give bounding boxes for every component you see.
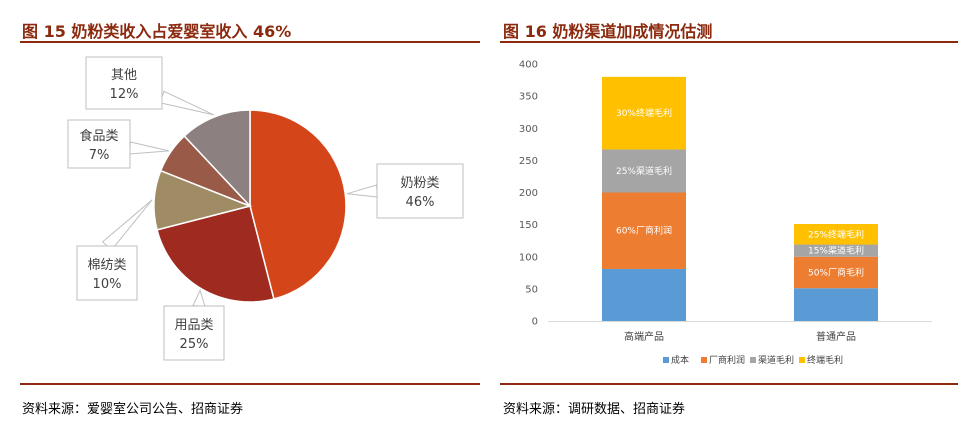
callout-pointer-2 <box>192 289 206 307</box>
legend-label: 厂商利润 <box>709 354 745 366</box>
bar-segment-label: 50%厂商毛利 <box>808 266 864 278</box>
legend-swatch-1 <box>663 357 669 363</box>
pie-pct-label: 7% <box>89 148 110 163</box>
y-tick-label: 200 <box>519 188 538 199</box>
pie-label: 其他 <box>111 68 137 83</box>
bar-segment-1-1 <box>602 268 686 321</box>
pie-label: 棉纺类 <box>87 258 126 273</box>
x-category-label: 高端产品 <box>624 330 664 343</box>
pie-pct-label: 12% <box>110 87 139 102</box>
pie-label: 奶粉类 <box>400 176 439 191</box>
bar-segment-2-2 <box>794 256 878 289</box>
y-tick-label: 0 <box>532 317 538 328</box>
legend-swatch-2 <box>701 357 707 363</box>
callout-box-3 <box>76 245 138 301</box>
bar-segment-label: 25%渠道毛利 <box>616 165 672 177</box>
left-title-rule <box>20 41 480 43</box>
callout-box-5 <box>85 56 163 110</box>
bar-segment-2-3 <box>794 244 878 257</box>
y-tick-label: 50 <box>525 284 538 295</box>
right-source-note: 资料来源：调研数据、招商证券 <box>503 402 686 417</box>
bar-segment-label: 15%渠道毛利 <box>808 245 864 257</box>
right-title-rule <box>500 41 958 43</box>
bar-segment-label: 30%终端毛利 <box>616 107 672 119</box>
pie-pct-label: 10% <box>93 277 122 292</box>
callout-pointer-1 <box>347 184 379 198</box>
right-figure-title: 图 16 奶粉渠道加成情况估测 <box>503 22 713 41</box>
y-tick-label: 150 <box>519 220 538 231</box>
pie-label: 用品类 <box>174 318 213 333</box>
callout-pointer-3 <box>101 199 153 251</box>
left-figure-title: 图 15 奶粉类收入占爱婴室收入 46% <box>22 22 292 41</box>
right-source-rule <box>500 383 958 385</box>
bar-segment-2-1 <box>794 288 878 321</box>
y-tick-label: 250 <box>519 156 538 167</box>
pie-slice-5 <box>183 109 251 208</box>
callout-pointer-4 <box>129 141 170 155</box>
left-source-note: 资料来源：爱婴室公司公告、招商证券 <box>22 402 244 417</box>
legend-label: 终端毛利 <box>807 354 843 366</box>
pie-label: 食品类 <box>79 128 118 144</box>
bar-segment-label: 25%终端毛利 <box>808 228 864 240</box>
bar-segment-1-2 <box>602 192 686 269</box>
bar-segment-label: 60%厂商利润 <box>616 225 672 237</box>
y-tick-label: 300 <box>519 124 538 135</box>
pie-pct-label: 46% <box>406 195 435 210</box>
pie-slice-1 <box>249 109 347 300</box>
pie-slice-2 <box>156 205 275 303</box>
callout-pointer-5 <box>159 90 215 116</box>
bar-segment-1-3 <box>602 149 686 193</box>
legend-swatch-4 <box>799 357 805 363</box>
pie-chart: 奶粉类 46% 用品类 25% 棉纺类 10% 食品类 7% 其他 12% <box>67 56 464 361</box>
callout-box-1 <box>376 163 464 219</box>
y-tick-label: 400 <box>519 60 538 71</box>
bar-segment-2-4 <box>794 223 878 245</box>
y-tick-label: 350 <box>519 92 538 103</box>
x-category-label: 普通产品 <box>816 330 856 343</box>
legend-label: 渠道毛利 <box>758 354 794 366</box>
legend-swatch-3 <box>750 357 756 363</box>
callout-box-2 <box>163 305 225 361</box>
bar-segment-1-4 <box>602 76 686 150</box>
y-tick-label: 100 <box>519 252 538 263</box>
left-source-rule <box>20 383 480 385</box>
pie-pct-label: 25% <box>180 337 209 352</box>
stacked-bar-chart: 0 50 100 150 200 250 300 350 400 60%厂商利润 25%渠道毛利 30… <box>519 60 932 366</box>
callout-box-4 <box>67 119 131 169</box>
legend-label: 成本 <box>671 354 689 366</box>
